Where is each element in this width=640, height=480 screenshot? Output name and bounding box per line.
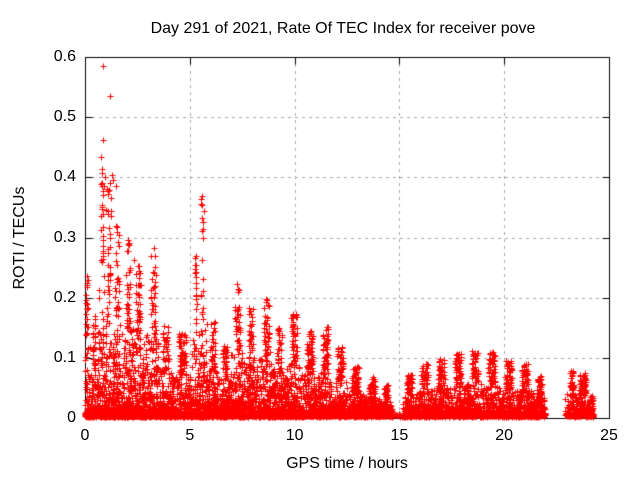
x-tick-label: 25: [600, 427, 618, 444]
y-axis-label: ROTI / TECUs: [11, 186, 28, 290]
x-tick-label: 0: [80, 427, 90, 444]
x-tick-label: 20: [495, 427, 514, 444]
x-tick-label: 15: [390, 427, 409, 444]
x-axis-label: GPS time / hours: [286, 455, 408, 472]
y-tick-label: 0.6: [53, 48, 76, 65]
x-tick-label: 5: [185, 427, 195, 444]
y-tick-label: 0: [67, 409, 76, 426]
y-tick-label: 0.3: [53, 228, 76, 246]
y-tick-label: 0.4: [53, 168, 76, 186]
y-tick-label: 0.2: [53, 288, 76, 306]
x-tick-label: 10: [285, 427, 304, 444]
chart-title: Day 291 of 2021, Rate Of TEC Index for r…: [150, 20, 536, 37]
y-tick-label: 0.1: [53, 348, 76, 366]
y-tick-label: 0.5: [53, 108, 76, 126]
